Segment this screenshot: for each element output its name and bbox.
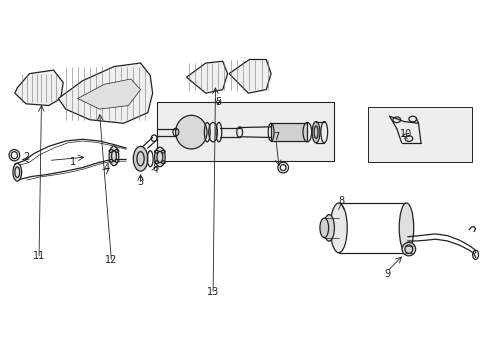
Ellipse shape [154, 147, 165, 167]
Bar [157, 102, 333, 161]
Text: 4: 4 [103, 163, 110, 172]
Text: 2: 2 [23, 152, 29, 162]
Bar [270, 123, 307, 141]
Text: 1: 1 [70, 157, 76, 167]
Ellipse shape [329, 203, 346, 253]
Text: 11: 11 [33, 251, 45, 261]
Text: 5: 5 [214, 97, 221, 107]
Text: 9: 9 [383, 269, 389, 279]
Ellipse shape [175, 115, 206, 149]
Ellipse shape [311, 122, 319, 143]
Text: 10: 10 [400, 129, 412, 139]
Polygon shape [15, 70, 63, 105]
Bar [367, 107, 471, 162]
Text: 3: 3 [137, 177, 143, 187]
Ellipse shape [13, 163, 21, 181]
Text: 12: 12 [105, 255, 118, 265]
Polygon shape [58, 63, 152, 123]
Ellipse shape [319, 218, 328, 238]
Text: 13: 13 [206, 287, 219, 297]
Ellipse shape [398, 203, 413, 253]
Ellipse shape [401, 242, 415, 256]
Ellipse shape [133, 146, 147, 171]
Polygon shape [186, 61, 227, 93]
Polygon shape [228, 59, 270, 93]
Text: 6: 6 [152, 163, 158, 172]
Text: 8: 8 [337, 196, 344, 206]
Ellipse shape [109, 146, 119, 166]
Ellipse shape [323, 215, 334, 241]
Text: 7: 7 [272, 132, 279, 143]
Polygon shape [78, 79, 140, 109]
